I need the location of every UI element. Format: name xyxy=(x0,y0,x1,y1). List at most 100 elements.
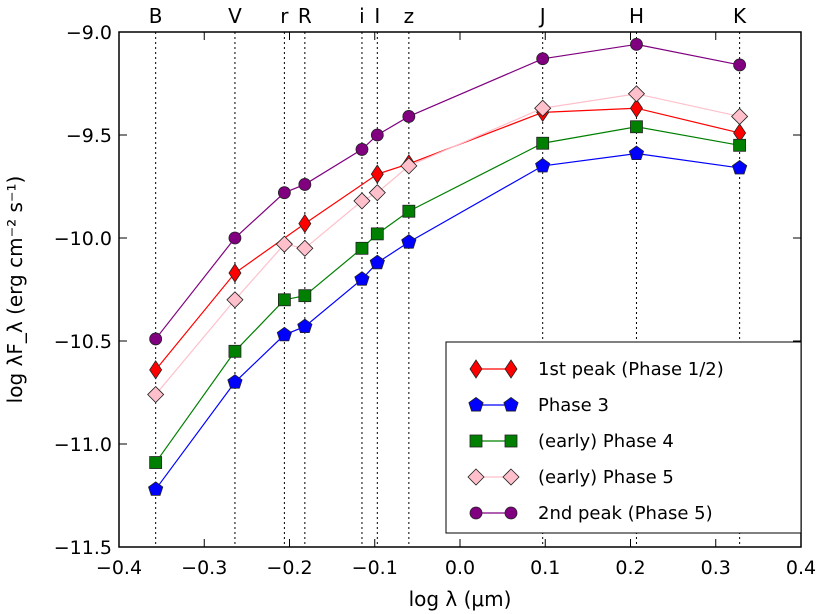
band-label-I: I xyxy=(374,4,380,28)
data-point xyxy=(536,136,550,150)
series-1 xyxy=(149,98,747,380)
legend-marker xyxy=(467,468,485,486)
data-point xyxy=(228,344,242,358)
legend-marker xyxy=(469,506,483,520)
legend-item: 2nd peak (Phase 5) xyxy=(469,503,713,524)
data-point xyxy=(628,145,645,161)
y-tick-label: −9.5 xyxy=(66,125,112,147)
band-label-R: R xyxy=(298,4,312,28)
band-label-i: i xyxy=(359,4,365,28)
data-point xyxy=(147,385,165,404)
data-point xyxy=(353,192,371,210)
legend: 1st peak (Phase 1/2) Phase 3 (early) Phase… xyxy=(445,341,802,534)
data-point xyxy=(630,37,643,51)
data-point xyxy=(149,360,163,380)
band-label-z: z xyxy=(404,4,415,28)
data-point xyxy=(298,178,312,191)
series-2 xyxy=(148,145,748,496)
legend-marker xyxy=(502,468,520,486)
data-point xyxy=(149,456,163,469)
data-point xyxy=(228,231,242,245)
data-point xyxy=(355,241,369,255)
data-point xyxy=(535,157,551,173)
series-line xyxy=(155,93,740,395)
legend-item: (early) Phase 5 xyxy=(467,467,674,488)
data-point xyxy=(276,326,292,342)
data-point xyxy=(402,110,416,123)
x-tick-label: −0.3 xyxy=(181,557,227,579)
legend-label: (early) Phase 4 xyxy=(538,431,674,452)
x-axis-title: log λ (μm) xyxy=(409,587,512,611)
legend-marker xyxy=(469,434,483,448)
data-point xyxy=(275,235,293,253)
band-label-K: K xyxy=(733,4,747,28)
legend-label: 1st peak (Phase 1/2) xyxy=(538,359,724,380)
legend-marker xyxy=(503,397,519,412)
x-tick-label: −0.4 xyxy=(96,557,142,579)
legend-marker xyxy=(469,359,483,379)
legend-item: 1st peak (Phase 1/2) xyxy=(469,359,724,380)
x-tick-label: 0.1 xyxy=(530,557,560,579)
data-point xyxy=(400,157,418,175)
data-point xyxy=(370,128,384,142)
data-point xyxy=(536,52,550,66)
band-label-J: J xyxy=(538,4,546,28)
legend-marker xyxy=(468,397,484,412)
data-point xyxy=(355,143,369,156)
data-point xyxy=(630,120,643,134)
data-point xyxy=(354,271,370,286)
data-point xyxy=(297,318,313,334)
legend-label: Phase 3 xyxy=(538,395,609,416)
legend-label: 2nd peak (Phase 5) xyxy=(538,503,713,524)
data-point xyxy=(731,107,749,126)
data-point xyxy=(277,186,291,200)
data-point xyxy=(732,159,748,175)
x-tick-label: 0.2 xyxy=(615,557,645,579)
data-point xyxy=(733,58,747,72)
band-label-r: r xyxy=(280,4,289,28)
y-tick-label: −11.5 xyxy=(54,537,112,559)
y-tick-label: −11.0 xyxy=(54,434,112,456)
x-tick-label: 0.3 xyxy=(701,557,731,579)
legend-label: (early) Phase 5 xyxy=(538,467,674,488)
data-point xyxy=(369,254,385,270)
legend-item: Phase 3 xyxy=(468,395,609,416)
band-label-H: H xyxy=(629,4,644,28)
data-point xyxy=(228,263,242,283)
band-label-V: V xyxy=(228,4,242,28)
x-tick-label: −0.1 xyxy=(352,557,398,579)
data-point xyxy=(733,138,747,152)
data-point xyxy=(368,184,386,202)
series-4 xyxy=(147,85,749,404)
x-tick-label: 0.4 xyxy=(786,557,816,579)
data-point xyxy=(370,227,384,241)
data-point xyxy=(296,239,314,257)
data-point xyxy=(534,99,552,117)
band-label-B: B xyxy=(149,4,163,28)
data-point xyxy=(401,234,417,249)
series-line xyxy=(155,152,740,490)
y-tick-label: −10.0 xyxy=(54,228,112,250)
y-axis-title: log λF_λ (erg cm⁻² s⁻¹) xyxy=(3,176,27,404)
data-point xyxy=(277,293,291,307)
data-point xyxy=(148,481,164,496)
series-5 xyxy=(149,37,747,346)
series-line xyxy=(155,43,740,340)
legend-item: (early) Phase 4 xyxy=(469,431,674,452)
data-point xyxy=(627,85,646,103)
series-line xyxy=(155,107,740,371)
x-tick-label: 0.0 xyxy=(445,557,475,579)
data-point xyxy=(226,291,244,309)
data-point xyxy=(227,374,243,389)
data-point xyxy=(298,213,312,234)
series-3 xyxy=(149,120,747,469)
data-point xyxy=(298,289,312,303)
legend-marker xyxy=(504,434,518,448)
data-point xyxy=(370,164,384,184)
legend-marker xyxy=(504,506,518,520)
y-tick-label: −9.0 xyxy=(66,22,112,44)
data-point xyxy=(149,332,163,346)
data-point xyxy=(402,204,416,218)
data-point xyxy=(629,98,643,118)
